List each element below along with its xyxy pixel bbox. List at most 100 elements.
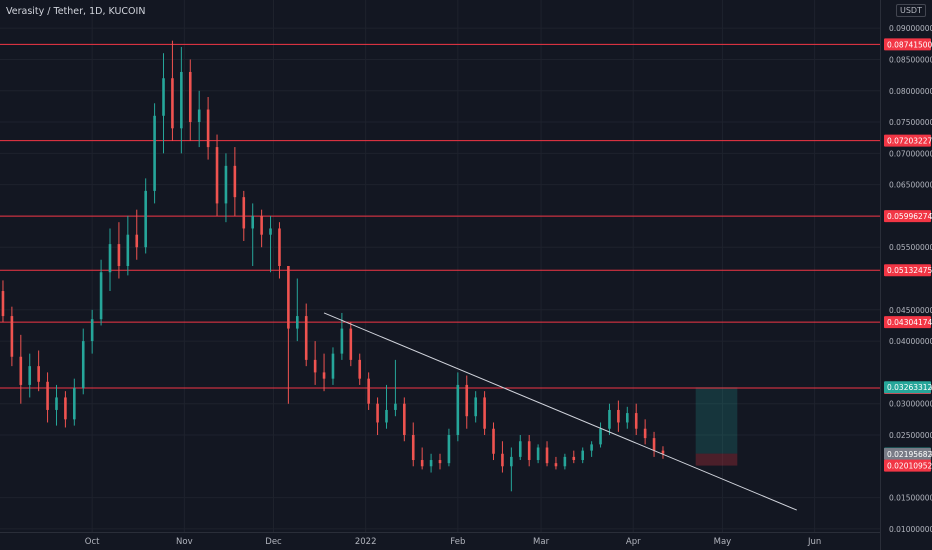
candle-body — [287, 266, 290, 329]
y-tick-label: 0.07000000 — [889, 149, 932, 158]
x-tick-label: 2022 — [355, 537, 377, 547]
candle-body — [1, 291, 5, 317]
candle-body — [438, 460, 442, 464]
candle-body — [171, 78, 174, 129]
candle-body — [206, 109, 210, 148]
candle-body — [251, 215, 255, 229]
x-tick-label: Jun — [807, 537, 821, 547]
candle-body — [634, 413, 638, 429]
position-profit-zone — [695, 387, 738, 454]
candle-body — [81, 341, 85, 389]
candle-body — [572, 456, 576, 461]
trendline — [323, 312, 797, 511]
y-tick-label: 0.01000000 — [889, 525, 932, 534]
candle-body — [313, 359, 317, 373]
level-price-label: 0.05132475 — [887, 266, 932, 275]
level-price-label: 0.07203227 — [887, 137, 932, 146]
candle-body — [617, 409, 620, 423]
price-tag — [884, 459, 931, 472]
candle-body — [37, 366, 40, 382]
level-price-tag — [884, 38, 931, 51]
candle-body — [376, 403, 379, 423]
candle-body — [99, 272, 103, 320]
candle-body — [260, 215, 263, 235]
level-price-label: 0.04304174 — [887, 318, 932, 327]
candle-body — [474, 397, 477, 417]
level-price-tag — [884, 316, 931, 329]
candle-body — [403, 403, 406, 435]
candle-body — [331, 353, 335, 379]
candle-body — [19, 356, 23, 385]
candle-body — [554, 463, 558, 467]
y-tick-label: 0.04000000 — [889, 337, 932, 346]
candle-body — [197, 109, 201, 123]
price-tag-label: 0.02195682 — [887, 450, 932, 459]
candle-body — [536, 447, 540, 461]
candle-body — [527, 441, 531, 461]
candle-body — [545, 447, 549, 464]
candle-body — [278, 228, 281, 266]
candle-body — [117, 244, 121, 266]
position-stop-zone — [695, 453, 738, 466]
candle-body — [625, 413, 629, 423]
price-tag — [884, 381, 931, 394]
candle-body — [64, 397, 67, 420]
currency-badge[interactable]: USDT — [896, 4, 926, 17]
candle-body — [652, 438, 656, 451]
level-price-tag — [884, 210, 931, 223]
candle-body — [510, 456, 513, 467]
candle-body — [385, 409, 388, 423]
candle-body — [394, 403, 397, 410]
candle-body — [135, 234, 139, 248]
y-tick-label: 0.09000000 — [889, 24, 932, 33]
candle-body — [90, 319, 94, 342]
candle-body — [108, 244, 112, 273]
candle-body — [144, 190, 147, 248]
x-tick-label: Feb — [450, 537, 465, 547]
candle-body — [643, 428, 647, 439]
candle-body — [518, 441, 522, 457]
y-tick-label: 0.01500000 — [889, 494, 932, 503]
y-tick-label: 0.05500000 — [889, 243, 932, 252]
x-tick-label: Apr — [626, 537, 641, 547]
y-tick-label: 0.02500000 — [889, 431, 932, 440]
candle-body — [581, 450, 585, 461]
candle-body — [322, 372, 326, 379]
candle-body — [590, 444, 593, 451]
candle-body — [429, 460, 433, 467]
y-tick-label: 0.03000000 — [889, 400, 932, 409]
y-tick-label: 0.07500000 — [889, 118, 932, 127]
candle-body — [563, 456, 567, 467]
x-tick-label: Mar — [533, 537, 550, 547]
level-price-tag — [884, 264, 931, 277]
y-tick-label: 0.08500000 — [889, 55, 932, 64]
y-tick-label: 0.06500000 — [889, 181, 932, 190]
price-tag — [884, 448, 931, 461]
candle-body — [162, 78, 165, 116]
candle-body — [411, 434, 415, 461]
y-tick-label: 0.08000000 — [889, 87, 932, 96]
x-tick-label: Nov — [176, 537, 193, 547]
candle-body — [188, 71, 192, 123]
level-price-label: 0.05996274 — [887, 212, 932, 221]
candle-body — [608, 409, 611, 429]
candle-body — [153, 115, 156, 191]
chart-title: Verasity / Tether, 1D, KUCOIN — [6, 6, 146, 17]
candle-body — [126, 234, 130, 266]
candle-body — [599, 428, 602, 445]
x-tick-label: May — [714, 537, 732, 547]
candle-body — [304, 316, 308, 360]
candle-body — [55, 397, 58, 410]
candle-body — [10, 316, 14, 357]
candle-body — [367, 378, 370, 404]
candle-body — [340, 328, 344, 354]
candle-body — [456, 384, 460, 435]
candle-body — [224, 165, 228, 204]
candle-body — [295, 316, 299, 329]
candle-body — [46, 381, 49, 410]
candle-body — [492, 428, 495, 454]
x-tick-label: Oct — [85, 537, 100, 547]
candle-body — [269, 228, 272, 235]
